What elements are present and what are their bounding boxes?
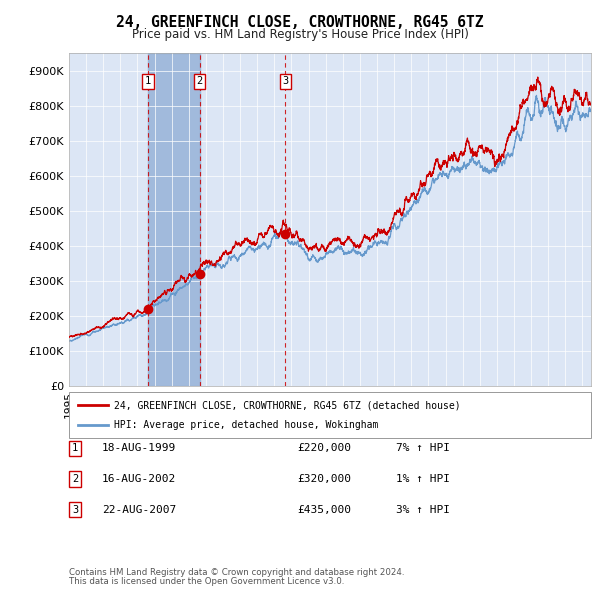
Text: £435,000: £435,000 [297, 505, 351, 514]
Text: 7% ↑ HPI: 7% ↑ HPI [396, 444, 450, 453]
Text: 1: 1 [145, 76, 151, 86]
Text: 1% ↑ HPI: 1% ↑ HPI [396, 474, 450, 484]
Bar [148, 53, 200, 386]
Text: 3: 3 [282, 76, 289, 86]
Text: This data is licensed under the Open Government Licence v3.0.: This data is licensed under the Open Gov… [69, 578, 344, 586]
Text: 16-AUG-2002: 16-AUG-2002 [102, 474, 176, 484]
Text: 18-AUG-1999: 18-AUG-1999 [102, 444, 176, 453]
Text: 1: 1 [72, 444, 78, 453]
Text: £220,000: £220,000 [297, 444, 351, 453]
Text: 24, GREENFINCH CLOSE, CROWTHORNE, RG45 6TZ: 24, GREENFINCH CLOSE, CROWTHORNE, RG45 6… [116, 15, 484, 30]
Text: Contains HM Land Registry data © Crown copyright and database right 2024.: Contains HM Land Registry data © Crown c… [69, 568, 404, 577]
Text: 2: 2 [72, 474, 78, 484]
Text: 2: 2 [196, 76, 203, 86]
Text: Price paid vs. HM Land Registry's House Price Index (HPI): Price paid vs. HM Land Registry's House … [131, 28, 469, 41]
Text: HPI: Average price, detached house, Wokingham: HPI: Average price, detached house, Woki… [114, 420, 379, 430]
Bar [148, 53, 200, 386]
Text: £320,000: £320,000 [297, 474, 351, 484]
Text: 22-AUG-2007: 22-AUG-2007 [102, 505, 176, 514]
Text: 3% ↑ HPI: 3% ↑ HPI [396, 505, 450, 514]
Text: 24, GREENFINCH CLOSE, CROWTHORNE, RG45 6TZ (detached house): 24, GREENFINCH CLOSE, CROWTHORNE, RG45 6… [114, 400, 461, 410]
Text: 3: 3 [72, 505, 78, 514]
